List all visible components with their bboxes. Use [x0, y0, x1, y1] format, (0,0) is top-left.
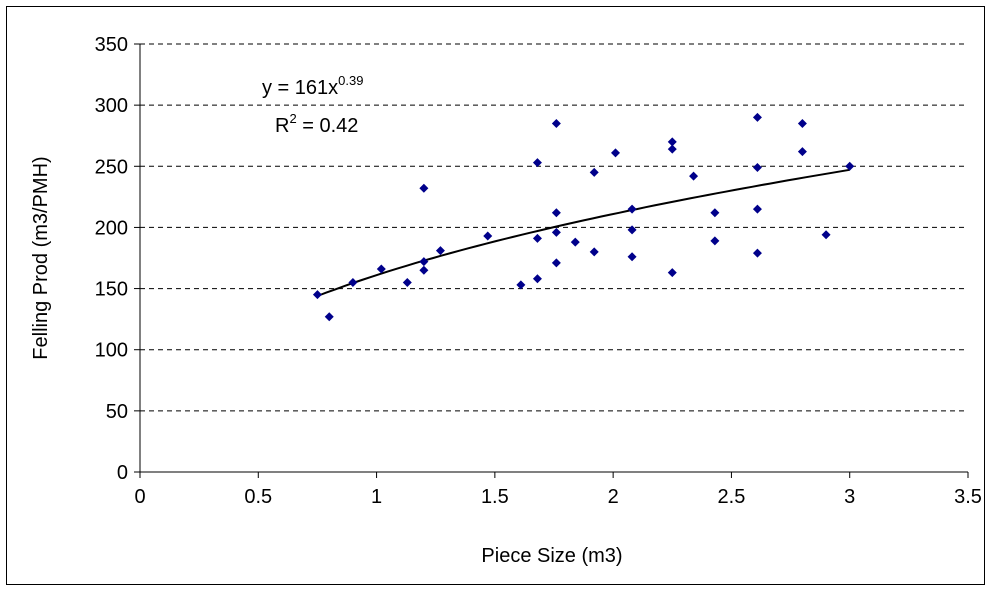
x-axis-title: Piece Size (m3)	[481, 545, 622, 567]
data-point	[797, 147, 807, 157]
axes	[134, 43, 969, 478]
data-point	[752, 204, 762, 214]
data-point	[376, 264, 386, 274]
data-point	[483, 231, 493, 241]
data-point	[551, 118, 561, 128]
data-point	[667, 144, 677, 154]
x-tick-label: 1.5	[481, 486, 509, 508]
data-point	[551, 208, 561, 218]
data-point	[348, 277, 358, 287]
trendline-equation: y = 161x0.39	[262, 73, 363, 99]
data-point	[589, 247, 599, 257]
data-points	[312, 112, 855, 322]
data-point	[821, 230, 831, 240]
data-point	[589, 167, 599, 177]
data-point	[532, 274, 542, 284]
data-point	[667, 137, 677, 147]
data-point	[752, 248, 762, 258]
data-point	[752, 163, 762, 173]
chart-frame	[6, 6, 985, 585]
data-point	[516, 280, 526, 290]
y-tick-label: 100	[95, 340, 128, 362]
data-point	[667, 268, 677, 278]
data-point	[419, 265, 429, 275]
x-tick-label: 2.5	[718, 486, 746, 508]
data-point	[402, 277, 412, 287]
y-tick-label: 250	[95, 156, 128, 178]
data-point	[689, 171, 699, 181]
y-tick-label: 50	[106, 401, 128, 423]
data-point	[611, 148, 621, 158]
data-point	[312, 290, 322, 300]
y-tick-label: 150	[95, 279, 128, 301]
data-point	[570, 237, 580, 247]
data-point	[627, 204, 637, 214]
data-point	[532, 158, 542, 168]
x-tick-label: 1	[371, 486, 382, 508]
data-point	[627, 252, 637, 262]
x-tick-label: 0	[134, 486, 145, 508]
y-tick-labels: 0 50 100 150 200 250 300 350	[95, 34, 128, 484]
data-point	[435, 246, 445, 256]
y-tick-label: 200	[95, 217, 128, 239]
data-point	[752, 112, 762, 122]
x-tick-label: 2	[608, 486, 619, 508]
data-point	[551, 227, 561, 237]
power-trendline	[317, 168, 850, 297]
data-point	[419, 183, 429, 193]
data-point	[710, 236, 720, 246]
data-point	[419, 257, 429, 267]
x-tick-label: 3.5	[954, 486, 982, 508]
x-tick-labels: 0 0.5 1 1.5 2 2.5 3 3.5	[134, 486, 981, 508]
data-point	[532, 233, 542, 243]
data-point	[551, 258, 561, 268]
r-squared-label: R2 = 0.42	[275, 111, 358, 137]
y-tick-label: 350	[95, 34, 128, 56]
x-tick-label: 0.5	[244, 486, 272, 508]
data-point	[845, 161, 855, 171]
data-point	[797, 118, 807, 128]
data-point	[710, 208, 720, 218]
data-point	[627, 225, 637, 235]
data-point	[324, 312, 334, 322]
x-tick-label: 3	[844, 486, 855, 508]
y-axis-title: Felling Prod (m3/PMH)	[30, 156, 52, 359]
y-tick-label: 0	[117, 462, 128, 484]
y-tick-label: 300	[95, 95, 128, 117]
